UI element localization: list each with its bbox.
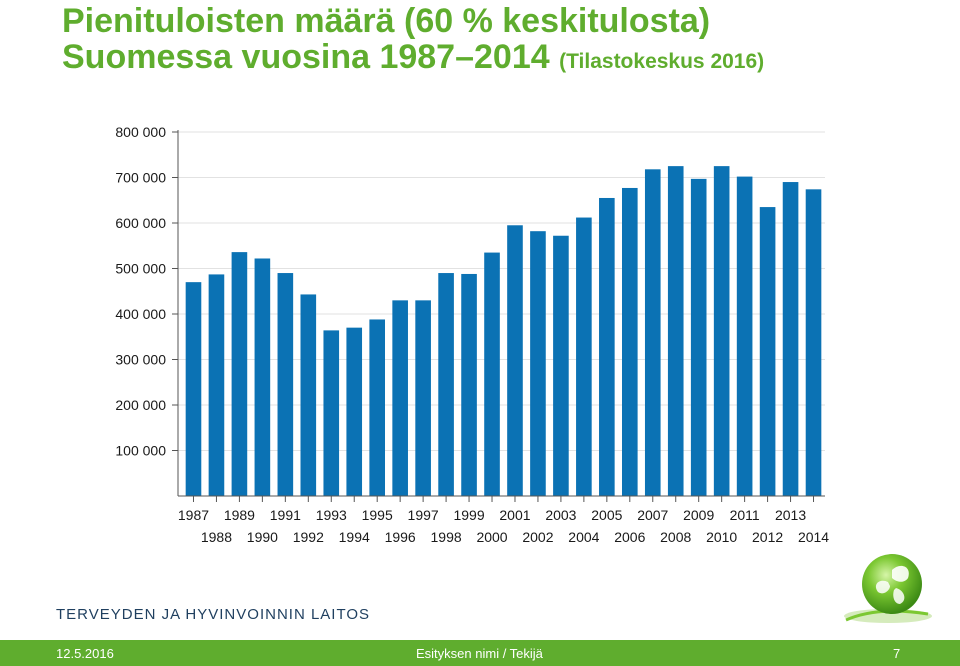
- bar-2014: [805, 189, 822, 496]
- x-tick-label: 2008: [660, 529, 691, 545]
- x-tick-label: 2014: [798, 529, 829, 545]
- y-tick-label: 700 000: [115, 170, 166, 186]
- x-axis-tick-labels: 1987 1988 1989 1990 1991 1992 1993 1994 1995 1996…: [178, 496, 829, 545]
- x-tick-label: 1989: [224, 507, 255, 523]
- x-tick-label: 1990: [247, 529, 278, 545]
- bar-2012: [759, 207, 776, 496]
- x-tick-label: 2007: [637, 507, 668, 523]
- bar-2008: [667, 166, 684, 496]
- x-tick-label: 1987: [178, 507, 209, 523]
- x-tick-label: 2010: [706, 529, 737, 545]
- bar-2010: [713, 166, 730, 496]
- green-leaf-globe-icon: [844, 554, 932, 623]
- bar-2000: [484, 252, 500, 496]
- bar-1995: [369, 319, 386, 496]
- footer-presentation-name: Esityksen nimi / Tekijä: [416, 646, 543, 661]
- x-tick-label: 2011: [730, 507, 760, 523]
- y-tick-label: 500 000: [115, 261, 166, 277]
- bar-2013: [782, 182, 799, 497]
- bar-2004: [576, 217, 592, 496]
- slide-title-source: (Tilastokeskus 2016): [559, 50, 765, 73]
- x-tick-label: 2000: [476, 529, 507, 545]
- y-tick-label: 200 000: [115, 397, 166, 413]
- x-tick-label: 1998: [431, 529, 462, 545]
- footer-page-number: 7: [893, 646, 901, 661]
- bar-2007: [644, 169, 661, 496]
- footer-bar: 12.5.2016 Esityksen nimi / Tekijä 7: [0, 640, 960, 666]
- bar-2006: [621, 187, 638, 496]
- slide-title-line-1: Pienituloisten määrä (60 % keskitulosta): [62, 2, 711, 40]
- bar-2005: [599, 197, 615, 496]
- slide-title-line-2: Suomessa vuosina 1987–2014 (Tilastokesku…: [62, 38, 764, 77]
- y-tick-label: 300 000: [115, 352, 166, 368]
- slide-title-years: Suomessa vuosina 1987–2014: [62, 38, 550, 76]
- x-tick-label: 2003: [545, 507, 576, 523]
- bar-1997: [415, 300, 431, 496]
- bar-1990: [254, 258, 271, 496]
- organization-name: TERVEYDEN JA HYVINVOINNIN LAITOS: [56, 606, 371, 623]
- x-tick-label: 2012: [752, 529, 783, 545]
- x-tick-label: 2013: [775, 507, 806, 523]
- bar-chart: 100 000 200 000 300 000 400 000 500 000 600 0…: [115, 124, 829, 545]
- bar-1987: [185, 282, 202, 496]
- x-tick-label: 2005: [591, 507, 622, 523]
- bar-1996: [392, 300, 408, 496]
- x-tick-label: 1988: [201, 529, 232, 545]
- bar-1989: [231, 252, 248, 496]
- x-tick-label: 1997: [408, 507, 439, 523]
- bar-2003: [553, 235, 569, 496]
- x-tick-label: 2006: [614, 529, 645, 545]
- x-tick-label: 1996: [385, 529, 416, 545]
- x-tick-label: 2001: [499, 507, 530, 523]
- y-tick-label: 600 000: [115, 215, 166, 231]
- footer-date: 12.5.2016: [56, 646, 114, 661]
- x-tick-label: 2002: [522, 529, 553, 545]
- bar-2002: [530, 231, 546, 496]
- bar-1991: [277, 273, 294, 496]
- bar-2009: [690, 178, 707, 496]
- y-tick-label: 800 000: [115, 124, 166, 140]
- bar-1999: [461, 273, 477, 496]
- chart-bars: [185, 166, 822, 497]
- bar-1993: [323, 330, 340, 496]
- x-tick-label: 1994: [339, 529, 370, 545]
- x-tick-label: 1993: [316, 507, 347, 523]
- bar-2001: [507, 225, 523, 496]
- bar-1994: [346, 327, 363, 496]
- x-tick-label: 1999: [453, 507, 484, 523]
- x-tick-label: 2009: [683, 507, 714, 523]
- bar-1992: [300, 294, 317, 496]
- x-tick-label: 1991: [270, 507, 301, 523]
- bar-1988: [208, 274, 225, 496]
- y-tick-label: 400 000: [115, 306, 166, 322]
- y-tick-label: 100 000: [115, 443, 166, 459]
- bar-1998: [438, 273, 454, 496]
- x-tick-label: 2004: [568, 529, 599, 545]
- y-axis-tick-labels: 100 000 200 000 300 000 400 000 500 000 600 0…: [115, 124, 166, 459]
- x-tick-label: 1992: [293, 529, 324, 545]
- bar-2011: [736, 176, 753, 496]
- x-tick-label: 1995: [362, 507, 393, 523]
